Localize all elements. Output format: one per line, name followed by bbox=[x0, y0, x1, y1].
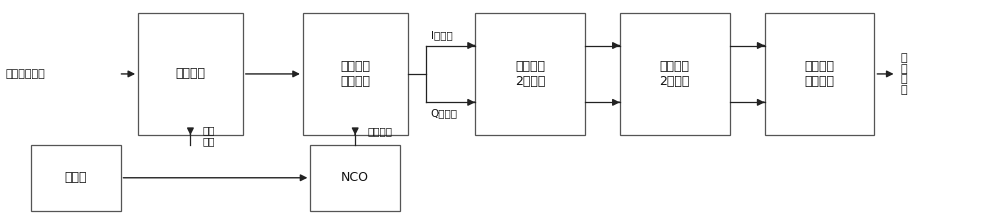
Bar bbox=[31, 145, 121, 211]
Text: I路信号: I路信号 bbox=[431, 30, 452, 40]
Bar bbox=[475, 13, 585, 135]
Text: 模数转换: 模数转换 bbox=[175, 67, 205, 81]
Bar bbox=[310, 145, 400, 211]
Text: 输
出
信
号: 输 出 信 号 bbox=[900, 53, 907, 95]
Text: 半带滤波
2倍抽取: 半带滤波 2倍抽取 bbox=[660, 60, 690, 88]
Text: Q路信号: Q路信号 bbox=[431, 108, 458, 118]
Text: 采样
频率: 采样 频率 bbox=[202, 125, 215, 147]
Bar bbox=[303, 13, 408, 135]
Text: 射频回波信号: 射频回波信号 bbox=[6, 69, 45, 79]
Text: 高速串行
通信编码: 高速串行 通信编码 bbox=[805, 60, 835, 88]
Text: NCO: NCO bbox=[341, 171, 369, 184]
Bar bbox=[765, 13, 874, 135]
Bar bbox=[138, 13, 243, 135]
Bar bbox=[620, 13, 730, 135]
Text: 半带滤波
2倍抽取: 半带滤波 2倍抽取 bbox=[515, 60, 545, 88]
Text: 混频频率: 混频频率 bbox=[367, 126, 392, 136]
Text: 频率源: 频率源 bbox=[64, 171, 87, 184]
Text: 数字混频
正交处理: 数字混频 正交处理 bbox=[340, 60, 370, 88]
